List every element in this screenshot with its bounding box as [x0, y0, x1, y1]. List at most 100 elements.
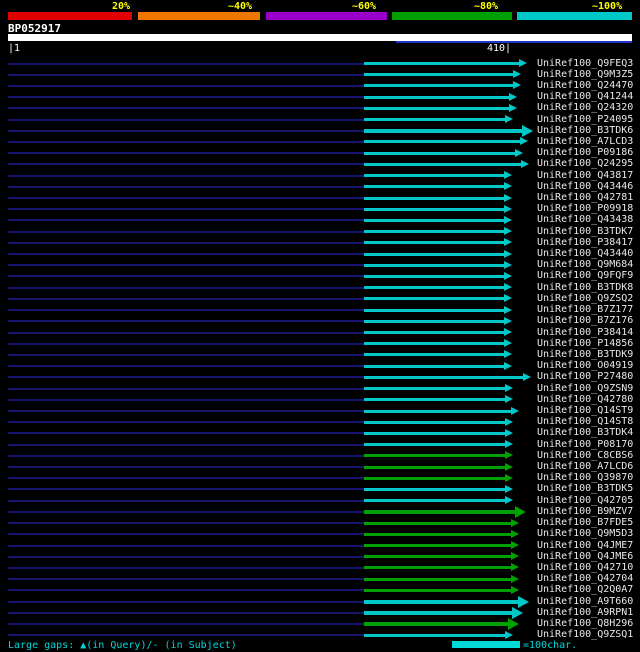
alignment-row[interactable]: UniRef100_B7FDE5 [0, 517, 640, 529]
alignment-row[interactable]: UniRef100_A9T660 [0, 595, 640, 608]
hit-label: UniRef100_Q24470 [537, 79, 634, 91]
hit-arrowhead-icon [523, 372, 531, 381]
alignment-row[interactable]: UniRef100_Q43817 [0, 170, 640, 182]
alignment-row[interactable]: UniRef100_Q9M5D3 [0, 528, 640, 540]
alignment-row[interactable]: UniRef100_Q9FEQ3 [0, 58, 640, 70]
hit-connector-line [8, 107, 513, 110]
hit-arrowhead-icon [505, 440, 513, 449]
alignment-row[interactable]: UniRef100_A7LCD6 [0, 461, 640, 473]
alignment-row[interactable]: UniRef100_P24095 [0, 114, 640, 126]
hit-bar [364, 140, 520, 144]
hit-label: UniRef100_Q4JME7 [537, 539, 634, 551]
alignment-row[interactable]: UniRef100_Q42704 [0, 573, 640, 585]
alignment-row[interactable]: UniRef100_B7Z176 [0, 315, 640, 327]
alignment-row[interactable]: UniRef100_B3TDK4 [0, 427, 640, 439]
alignment-row[interactable]: UniRef100_P38414 [0, 327, 640, 339]
hit-connector-line [8, 253, 508, 256]
hit-connector-line [8, 208, 508, 211]
hit-bar [364, 544, 511, 548]
hit-label: UniRef100_Q9ZSN9 [537, 382, 634, 394]
alignment-row[interactable]: UniRef100_Q9ZSQ1 [0, 629, 640, 641]
hit-label: UniRef100_Q41244 [537, 91, 634, 103]
alignment-row[interactable]: UniRef100_Q14ST8 [0, 416, 640, 428]
hit-bar [364, 118, 505, 122]
alignment-row[interactable]: UniRef100_Q2Q0A7 [0, 584, 640, 596]
hit-bar [364, 599, 518, 604]
alignment-row[interactable]: UniRef100_Q42710 [0, 562, 640, 574]
alignment-row[interactable]: UniRef100_B9MZV7 [0, 505, 640, 518]
alignment-row[interactable]: UniRef100_Q24470 [0, 80, 640, 92]
alignment-row[interactable]: UniRef100_P09186 [0, 147, 640, 159]
hit-label: UniRef100_P08170 [537, 438, 634, 450]
alignment-row[interactable]: UniRef100_Q14ST9 [0, 405, 640, 417]
hit-arrowhead-icon [513, 70, 521, 79]
alignment-row[interactable]: UniRef100_Q42781 [0, 192, 640, 204]
alignment-row[interactable]: UniRef100_Q9ZSN9 [0, 383, 640, 395]
alignment-row[interactable]: UniRef100_Q4JME7 [0, 540, 640, 552]
hit-arrowhead-icon [511, 529, 519, 538]
alignment-row[interactable]: UniRef100_B3TDK7 [0, 226, 640, 238]
alignment-row[interactable]: UniRef100_P27480 [0, 371, 640, 383]
alignment-row[interactable]: UniRef100_Q24320 [0, 102, 640, 114]
alignment-row[interactable]: UniRef100_A7LCD3 [0, 136, 640, 148]
hit-label: UniRef100_A9T660 [537, 595, 634, 607]
hit-connector-line [8, 342, 508, 345]
hit-bar [364, 297, 504, 301]
alignment-row[interactable]: UniRef100_Q9M684 [0, 259, 640, 271]
hit-connector-line [8, 353, 508, 356]
alignment-row[interactable]: UniRef100_Q42780 [0, 394, 640, 406]
ruler-end-tick: 410| [487, 43, 512, 54]
hit-arrowhead-icon [504, 215, 512, 224]
hit-arrowhead-icon [504, 193, 512, 202]
alignment-row[interactable]: UniRef100_Q42705 [0, 495, 640, 507]
alignment-row[interactable]: UniRef100_B3TDK5 [0, 483, 640, 495]
hit-connector-line [8, 174, 508, 177]
hit-bar [364, 62, 519, 65]
hit-bar [364, 174, 504, 178]
alignment-row[interactable]: UniRef100_Q39870 [0, 472, 640, 484]
hit-connector-line [8, 634, 509, 637]
alignment-row[interactable]: UniRef100_B7Z177 [0, 304, 640, 316]
hit-arrowhead-icon [511, 518, 519, 527]
alignment-row[interactable]: UniRef100_Q43440 [0, 248, 640, 260]
alignment-row[interactable]: UniRef100_C8CBS6 [0, 450, 640, 462]
hit-bar [364, 509, 515, 514]
hit-label: UniRef100_B9MZV7 [537, 505, 634, 517]
hit-connector-line [8, 499, 509, 502]
hit-label: UniRef100_Q9M5D3 [537, 528, 634, 540]
alignment-row[interactable]: UniRef100_Q4JME6 [0, 551, 640, 563]
alignment-row[interactable]: UniRef100_P38417 [0, 237, 640, 249]
hit-bar [364, 398, 505, 402]
scale-label-80: ~80% [474, 1, 499, 12]
alignment-row[interactable]: UniRef100_Q41244 [0, 91, 640, 103]
hit-label: UniRef100_B3TDK7 [537, 225, 634, 237]
alignment-row[interactable]: UniRef100_Q9M3Z5 [0, 69, 640, 81]
hit-label: UniRef100_A7LCD3 [537, 135, 634, 147]
alignment-row[interactable]: UniRef100_O04919 [0, 360, 640, 372]
alignment-row[interactable]: UniRef100_P14856 [0, 338, 640, 350]
alignment-row[interactable]: UniRef100_B3TDK8 [0, 282, 640, 294]
alignment-row[interactable]: UniRef100_P08170 [0, 439, 640, 451]
alignment-row[interactable]: UniRef100_Q24295 [0, 158, 640, 170]
alignment-row[interactable]: UniRef100_Q43438 [0, 214, 640, 226]
hit-connector-line [8, 152, 519, 155]
alignment-row[interactable]: UniRef100_Q9FQF9 [0, 270, 640, 282]
hit-label: UniRef100_Q42780 [537, 393, 634, 405]
hit-arrowhead-icon [504, 204, 512, 213]
alignment-row[interactable]: UniRef100_Q9ZSQ2 [0, 293, 640, 305]
hit-connector-line [8, 566, 515, 569]
hit-connector-line [8, 477, 509, 480]
alignment-row[interactable]: UniRef100_Q43446 [0, 181, 640, 193]
hit-label: UniRef100_Q24320 [537, 102, 634, 114]
hit-bar [364, 241, 504, 245]
hit-bar [364, 274, 504, 278]
scale-segment-orange [138, 12, 260, 20]
hit-bar [364, 555, 511, 559]
hit-bar [364, 566, 511, 570]
alignment-row[interactable]: UniRef100_B3TDK9 [0, 349, 640, 361]
alignment-row[interactable]: UniRef100_Q8H296 [0, 618, 640, 630]
alignment-row[interactable]: UniRef100_P09918 [0, 203, 640, 215]
alignment-row[interactable]: UniRef100_A9RPN1 [0, 606, 640, 619]
alignment-row[interactable]: UniRef100_B3TDK6 [0, 124, 640, 137]
hit-arrowhead-icon [505, 115, 513, 124]
